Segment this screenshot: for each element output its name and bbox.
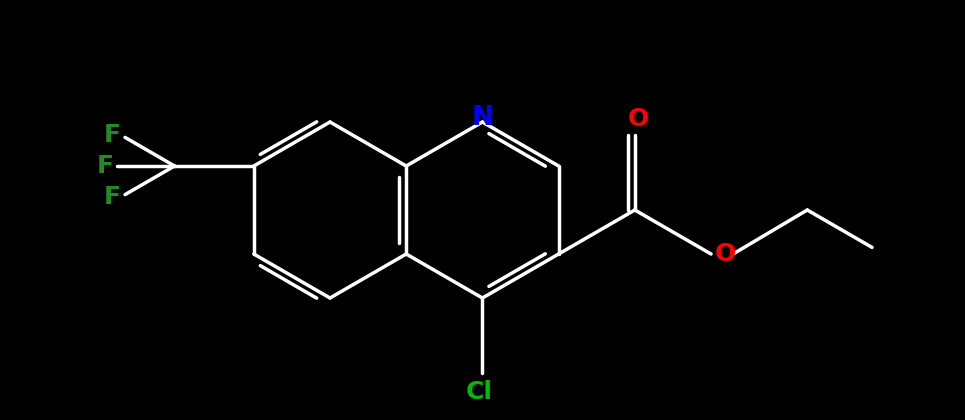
Text: Cl: Cl bbox=[466, 380, 493, 404]
Text: F: F bbox=[104, 123, 121, 147]
Text: F: F bbox=[96, 154, 114, 178]
Text: N: N bbox=[472, 105, 493, 131]
Text: F: F bbox=[104, 185, 121, 209]
Text: O: O bbox=[715, 242, 736, 266]
Text: O: O bbox=[628, 107, 649, 131]
